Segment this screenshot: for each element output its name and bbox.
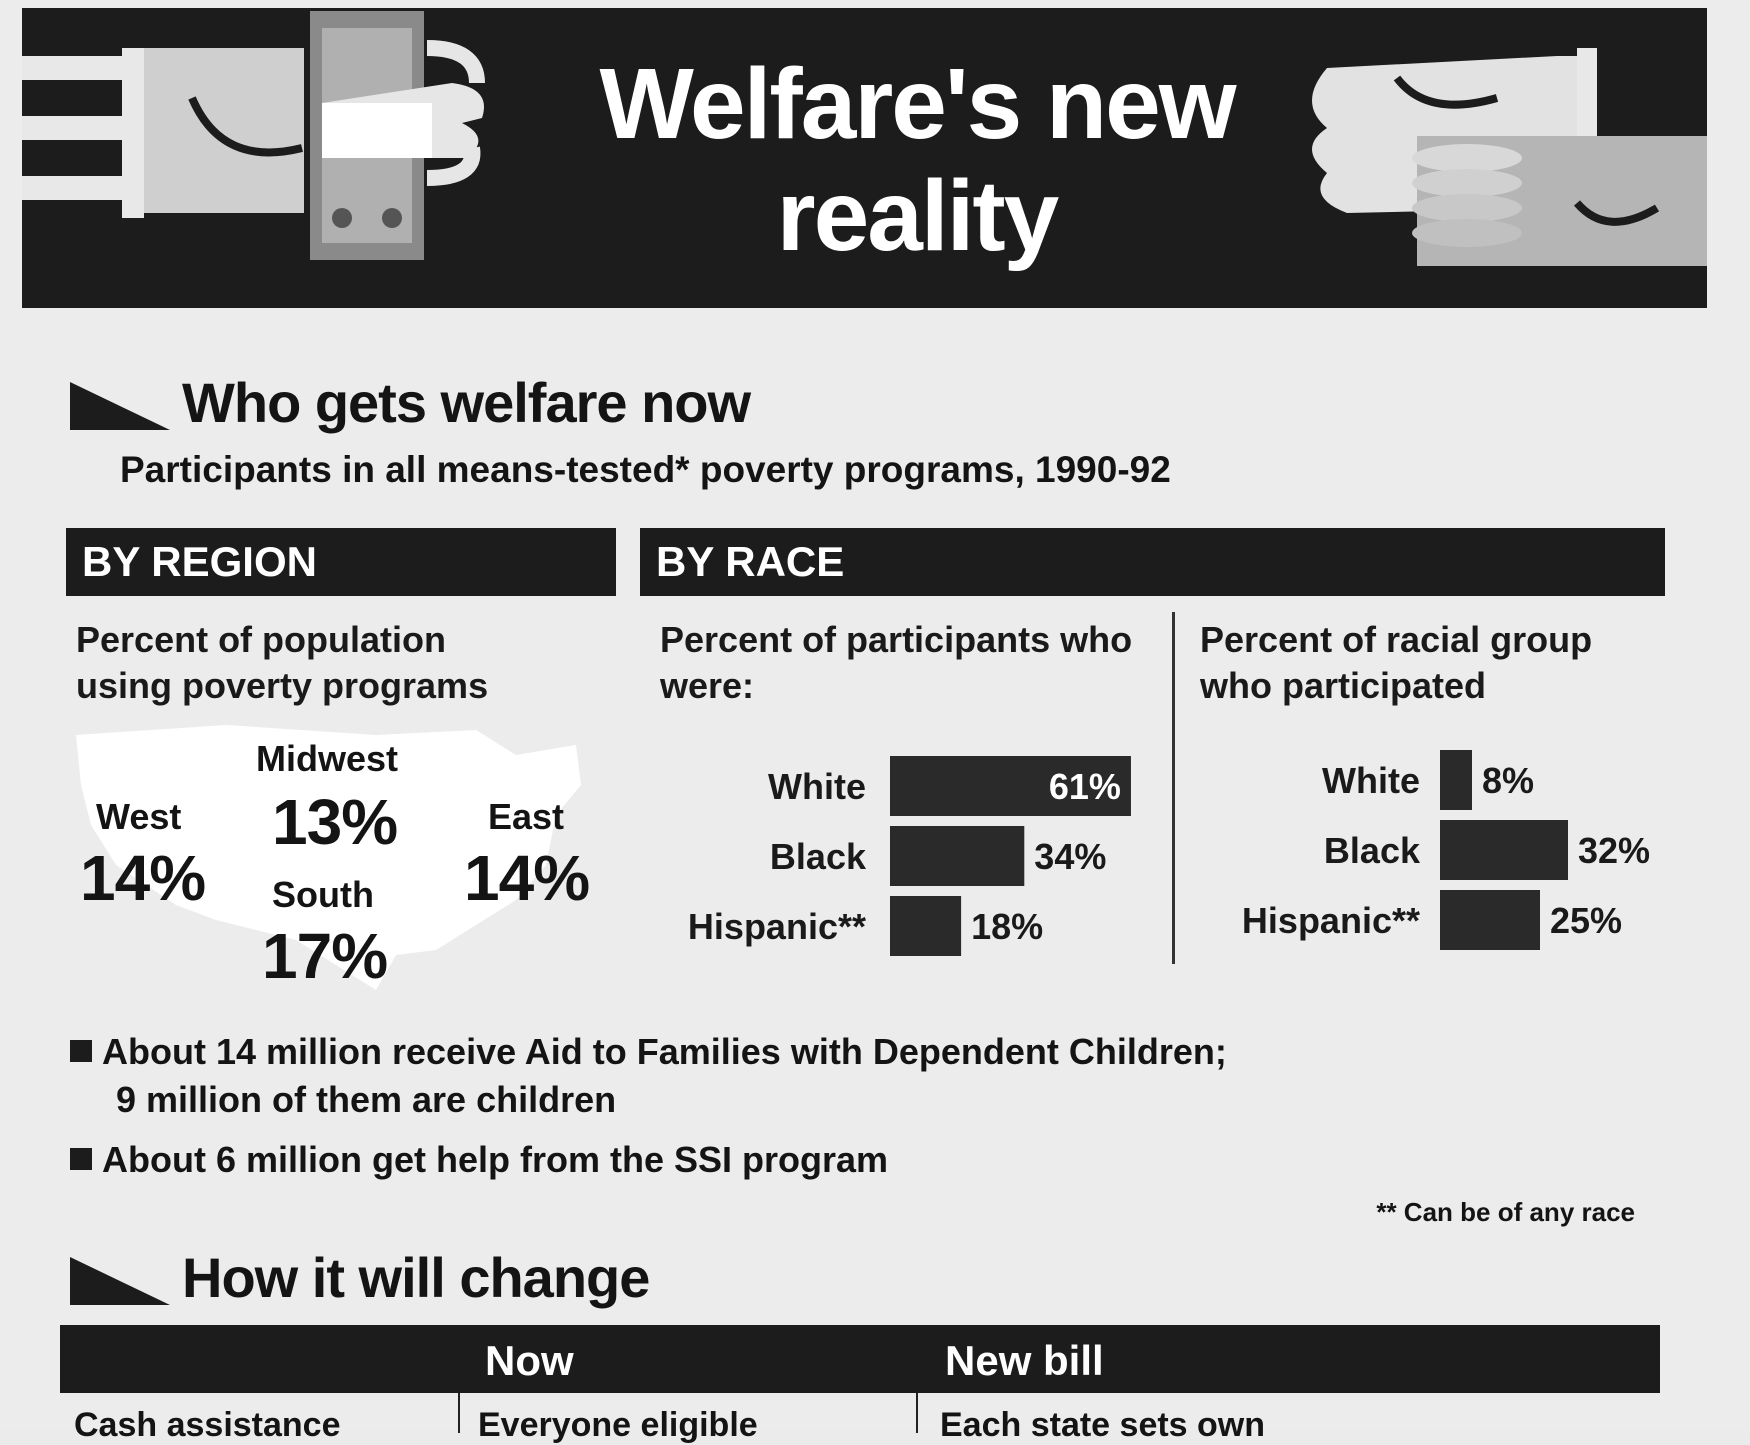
region-name-west: West <box>96 796 182 837</box>
page-title: Welfare's new reality <box>599 48 1236 272</box>
triangle-marker-icon <box>70 1257 170 1305</box>
race-left-label: Percent of participants who were: <box>660 619 1133 706</box>
bar-category-label: White <box>1322 760 1420 801</box>
us-map-icon <box>76 725 581 990</box>
region-name-midwest: Midwest <box>256 738 399 779</box>
change-table-header: Now New bill <box>60 1325 1660 1393</box>
header-by-region: BY REGION <box>66 528 616 596</box>
region-value-south: 17% <box>262 920 388 992</box>
column-divider <box>1172 612 1175 964</box>
region-value-midwest: 13% <box>272 786 398 858</box>
bullet-square-icon <box>70 1040 92 1062</box>
race-right-label: Percent of racial group who participated <box>1200 619 1593 706</box>
region-label: Percent of population using poverty prog… <box>76 619 489 706</box>
bullet-square-icon <box>70 1148 92 1170</box>
section-heading-text: How it will change <box>182 1246 650 1309</box>
table-divider <box>458 1393 460 1433</box>
table-header-new-bill: New bill <box>945 1337 1104 1384</box>
section-subtitle: Participants in all means-tested* povert… <box>120 449 1171 490</box>
region-value-east: 14% <box>464 842 590 914</box>
region-map: West 14% Midwest 13% South 17% East 14% <box>76 725 596 1000</box>
chart-group-participation: White 8% Black 32% Hispanic** 25% <box>1242 750 1650 950</box>
table-cell: Cash assistance <box>74 1406 341 1444</box>
bar <box>1440 820 1568 880</box>
bar-value-label: 34% <box>1034 836 1106 877</box>
table-divider <box>916 1393 918 1433</box>
region-value-west: 14% <box>80 842 206 914</box>
bar <box>890 756 1131 816</box>
bar <box>1440 750 1472 810</box>
table-cell: Everyone eligible <box>478 1406 758 1444</box>
bar-category-label: White <box>768 766 866 807</box>
table-header-now: Now <box>485 1337 574 1384</box>
bar-category-label: Black <box>770 836 867 877</box>
hand-with-money-icon <box>22 8 485 266</box>
bullet-ssi-line1: About 6 million get help from the SSI pr… <box>102 1139 889 1180</box>
bar <box>890 896 962 956</box>
title-banner: Welfare's new reality <box>22 8 1707 308</box>
chart-participants-by-race: White 61% Black 34% Hispanic** 18% <box>688 756 1131 956</box>
bullet-afdc-line1: About 14 million receive Aid to Families… <box>102 1031 1227 1072</box>
bar-value-label: 61% <box>1049 766 1121 807</box>
hand-with-coins-icon <box>1312 48 1707 266</box>
bar-value-label: 8% <box>1482 760 1534 801</box>
triangle-marker-icon <box>70 382 170 430</box>
bar-category-label: Black <box>1324 830 1421 871</box>
bar <box>1440 890 1540 950</box>
bullet-afdc-line2: 9 million of them are children <box>116 1079 617 1120</box>
bar-category-label: Hispanic** <box>1242 900 1420 941</box>
bullet-afdc: About 14 million receive Aid to Families… <box>70 1028 1227 1124</box>
bar-value-label: 25% <box>1550 900 1622 941</box>
section-heading-text: Who gets welfare now <box>182 371 751 434</box>
bar <box>890 826 1025 886</box>
header-by-race: BY RACE <box>640 528 1665 596</box>
table-cell: Each state sets own <box>940 1406 1266 1444</box>
region-name-east: East <box>488 796 565 837</box>
bar-value-label: 18% <box>971 906 1043 947</box>
bar-category-label: Hispanic** <box>688 906 866 947</box>
region-name-south: South <box>272 874 374 915</box>
footnote: ** Can be of any race <box>1376 1197 1635 1227</box>
bar-value-label: 32% <box>1578 830 1650 871</box>
bullet-ssi: About 6 million get help from the SSI pr… <box>70 1136 888 1184</box>
